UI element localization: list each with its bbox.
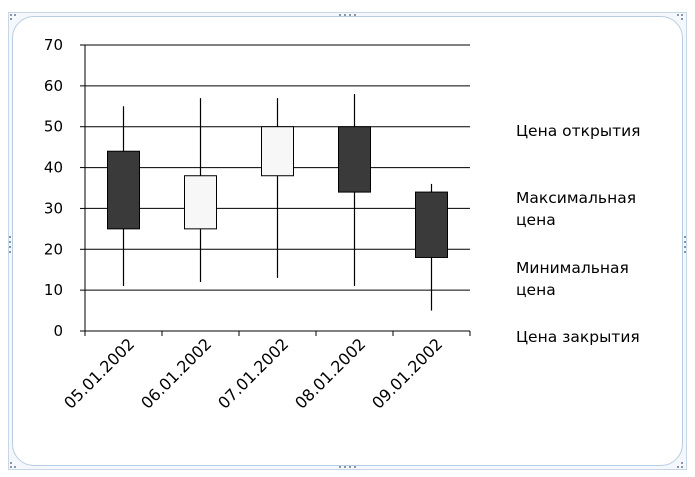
x-tick-label-2: 07.01.2002 <box>214 334 292 412</box>
resize-handle-right[interactable] <box>684 236 688 254</box>
up-candle-body-2 <box>261 126 294 177</box>
legend-entry-3: Цена закрытия <box>516 328 640 346</box>
legend-entry-1: Максимальная цена <box>516 189 636 229</box>
y-tick-label-70: 70 <box>44 36 63 54</box>
legend-entry-2: Минимальная цена <box>516 259 629 299</box>
y-tick-label-40: 40 <box>44 159 63 177</box>
candlesticks <box>107 94 448 311</box>
resize-handle-top-left[interactable] <box>10 14 18 22</box>
x-tick-label-1: 06.01.2002 <box>137 334 215 412</box>
y-tick-label-20: 20 <box>44 240 63 258</box>
down-candle-body-0 <box>107 150 140 230</box>
resize-handle-bottom[interactable] <box>339 466 357 470</box>
down-candle-body-4 <box>415 191 448 258</box>
y-tick-label-10: 10 <box>44 281 63 299</box>
up-candle-body-1 <box>184 175 217 230</box>
x-tick-label-4: 09.01.2002 <box>368 334 446 412</box>
x-tick-label-3: 08.01.2002 <box>291 334 369 412</box>
y-tick-label-30: 30 <box>44 199 63 217</box>
x-tick-label-0: 05.01.2002 <box>60 334 138 412</box>
down-candle-body-3 <box>338 126 371 193</box>
axes <box>80 44 471 336</box>
resize-handle-left[interactable] <box>9 236 13 254</box>
y-tick-label-50: 50 <box>44 118 63 136</box>
resize-handle-bottom-right[interactable] <box>677 462 685 470</box>
resize-handle-bottom-left[interactable] <box>10 462 18 470</box>
y-tick-label-0: 0 <box>53 322 63 340</box>
legend: Цена открытия Максимальная цена Минимальная… <box>516 122 641 346</box>
x-axis-tick-labels: 05.01.200206.01.200207.01.200208.01.2002… <box>60 334 446 412</box>
resize-handle-top-right[interactable] <box>677 14 685 22</box>
y-axis-tick-labels: 0 10 20 30 40 50 60 70 <box>44 36 63 340</box>
legend-entry-0: Цена открытия <box>516 122 641 140</box>
resize-handle-top[interactable] <box>339 14 357 18</box>
y-tick-label-60: 60 <box>44 77 63 95</box>
